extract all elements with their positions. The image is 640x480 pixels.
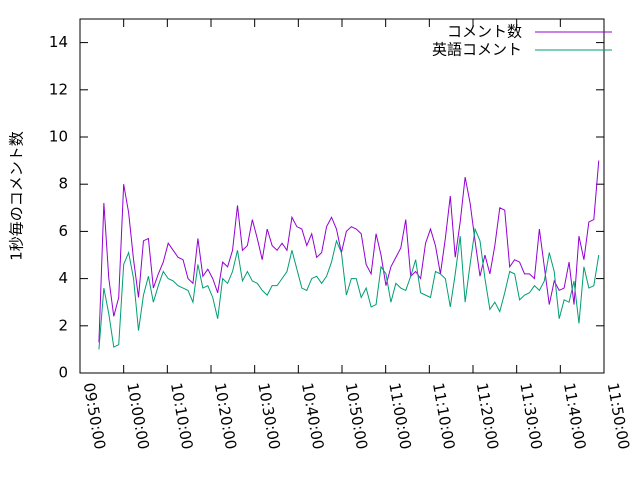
y-tick-label: 10 — [49, 128, 68, 146]
y-tick-label: 8 — [58, 175, 68, 193]
legend-label: 英語コメント — [432, 41, 522, 59]
y-tick-label: 0 — [58, 364, 68, 382]
x-tick-label: 11:10:00 — [429, 381, 458, 450]
x-tick-label: 10:40:00 — [298, 381, 327, 450]
series-line — [98, 160, 600, 343]
y-tick-label: 6 — [58, 222, 68, 240]
x-tick-label: 11:30:00 — [516, 381, 545, 450]
y-axis-label: 1秒毎のコメント数 — [8, 131, 26, 261]
x-tick-label: 10:20:00 — [211, 381, 240, 450]
x-tick-label: 11:40:00 — [560, 381, 589, 450]
y-tick-label: 2 — [58, 316, 68, 334]
y-tick-label: 4 — [58, 269, 68, 287]
y-tick-label: 12 — [49, 80, 68, 98]
x-tick-label: 10:10:00 — [167, 381, 196, 450]
x-tick-label: 11:20:00 — [473, 381, 502, 450]
x-tick-label: 10:00:00 — [123, 381, 152, 450]
legend-label: コメント数 — [447, 23, 522, 41]
x-tick-label: 11:00:00 — [385, 381, 414, 450]
x-tick-label: 10:50:00 — [342, 381, 371, 450]
plot-border — [79, 18, 605, 374]
x-tick-label: 10:30:00 — [254, 381, 283, 450]
x-tick-label: 09:50:00 — [80, 381, 109, 450]
y-tick-label: 14 — [49, 33, 68, 51]
x-tick-label: 11:50:00 — [604, 381, 633, 450]
series-line — [98, 227, 600, 350]
